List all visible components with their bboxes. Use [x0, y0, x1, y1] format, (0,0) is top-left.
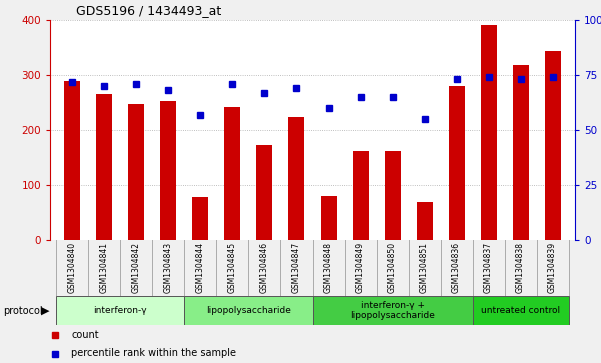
Bar [472, 296, 569, 325]
Text: GSM1304842: GSM1304842 [132, 242, 141, 293]
Bar [257, 146, 272, 240]
Text: GSM1304836: GSM1304836 [452, 242, 461, 293]
Bar [224, 107, 240, 240]
Text: GSM1304837: GSM1304837 [484, 242, 493, 293]
Bar [56, 296, 185, 325]
Text: GSM1304849: GSM1304849 [356, 242, 365, 293]
Bar [313, 296, 472, 325]
Text: interferon-γ +
lipopolysaccharide: interferon-γ + lipopolysaccharide [350, 301, 435, 320]
Text: GSM1304838: GSM1304838 [516, 242, 525, 293]
Bar [129, 103, 144, 240]
Text: GSM1304847: GSM1304847 [292, 242, 301, 293]
Text: ▶: ▶ [41, 306, 49, 315]
Bar [160, 101, 177, 240]
Bar [320, 196, 337, 240]
Text: GSM1304839: GSM1304839 [548, 242, 557, 293]
Text: GDS5196 / 1434493_at: GDS5196 / 1434493_at [76, 4, 222, 17]
Bar [288, 117, 305, 240]
Bar [481, 25, 496, 240]
Bar [513, 65, 529, 240]
Text: count: count [71, 330, 99, 339]
Bar [353, 151, 368, 240]
Bar [192, 197, 209, 240]
Bar [385, 151, 400, 240]
Bar [96, 94, 112, 240]
Bar [448, 86, 465, 240]
Text: GSM1304841: GSM1304841 [100, 242, 109, 293]
Text: GSM1304850: GSM1304850 [388, 242, 397, 293]
Bar [185, 296, 313, 325]
Text: GSM1304851: GSM1304851 [420, 242, 429, 293]
Text: lipopolysaccharide: lipopolysaccharide [206, 306, 291, 315]
Bar [64, 81, 81, 240]
Bar [416, 201, 433, 240]
Text: GSM1304843: GSM1304843 [164, 242, 173, 293]
Text: untreated control: untreated control [481, 306, 560, 315]
Text: percentile rank within the sample: percentile rank within the sample [71, 348, 236, 359]
Text: GSM1304840: GSM1304840 [68, 242, 77, 293]
Text: GSM1304848: GSM1304848 [324, 242, 333, 293]
Bar [545, 51, 561, 240]
Text: protocol: protocol [3, 306, 43, 315]
Text: GSM1304845: GSM1304845 [228, 242, 237, 293]
Text: GSM1304844: GSM1304844 [196, 242, 205, 293]
Text: interferon-γ: interferon-γ [94, 306, 147, 315]
Text: GSM1304846: GSM1304846 [260, 242, 269, 293]
